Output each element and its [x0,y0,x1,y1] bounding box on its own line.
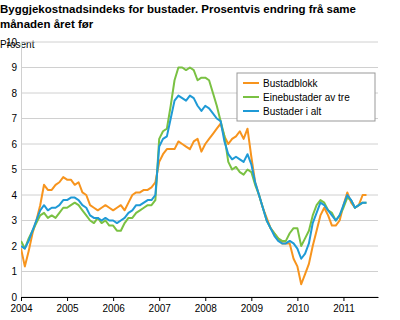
legend-box [237,73,375,121]
y-tick: 2 [11,241,21,252]
legend-swatch [243,110,259,112]
title-line: månaden året før [0,18,94,30]
y-axis-line [21,43,22,298]
y-tick-label: 0 [11,292,17,303]
chart-container: Byggjekostnadsindeks for bustader. Prose… [0,0,400,320]
legend-swatch [243,96,259,98]
grid-line [21,169,378,170]
y-tick: 9 [11,62,21,73]
y-axis: 0 1 2 3 4 5 6 7 8 9 10 [6,37,22,303]
series-line [21,68,366,249]
x-tick-mark [21,297,22,301]
y-tick: 4 [11,190,21,201]
x-tick-label: 2007 [149,303,172,314]
x-tick-mark [159,297,160,301]
x-tick-label: 2008 [195,303,218,314]
legend-label: Einebustader av tre [263,92,350,103]
x-tick: 2004 [10,297,33,314]
y-tick: 6 [11,139,21,150]
y-tick-label: 8 [11,88,17,99]
x-tick: 2006 [103,297,126,314]
y-tick: 0 [11,292,21,303]
y-tick-label: 2 [11,241,17,252]
x-axis-line [22,297,379,298]
grid-line [21,246,378,247]
y-tick: 1 [11,266,21,277]
x-tick: 2010 [287,297,310,314]
grid-line [21,297,378,298]
lines [21,68,366,285]
legend: Bustadblokk Einebustader av tre Bustader i… [237,73,375,121]
x-tick-label: 2006 [103,303,126,314]
y-tick: 10 [6,37,21,48]
x-tick: 2009 [241,297,264,314]
title-line: Byggjekostnadsindeks for bustader. Prose… [0,3,356,15]
x-tick: 2007 [149,297,172,314]
x-axis: 2004 2005 2006 2007 2008 2009 2010 2011 [10,297,378,314]
y-tick-label: 1 [11,266,17,277]
grid-line [21,67,378,68]
chart: Byggjekostnadsindeks for bustader. Prose… [0,0,400,320]
x-tick-mark [297,297,298,301]
x-tick-label: 2004 [10,303,33,314]
grid-line [21,42,378,43]
grid-line [21,271,378,272]
x-tick-label: 2011 [333,303,355,314]
y-tick-label: 4 [11,190,17,201]
x-tick: 2011 [333,297,355,314]
y-tick: 7 [11,113,21,124]
y-tick-label: 3 [11,215,17,226]
x-tick-mark [205,297,206,301]
y-tick: 8 [11,88,21,99]
title: Byggjekostnadsindeks for bustader. Prose… [0,3,356,30]
grid-line [21,195,378,196]
y-tick-label: 5 [11,164,17,175]
y-tick-label: 9 [11,62,17,73]
y-tick-label: 10 [6,37,18,48]
y-tick: 5 [11,164,21,175]
y-tick-label: 7 [11,113,17,124]
x-tick-mark [343,297,344,301]
legend-label: Bustader i alt [263,106,322,117]
x-tick-label: 2005 [56,303,79,314]
x-tick-label: 2009 [241,303,264,314]
x-tick: 2005 [56,297,79,314]
y-tick-label: 6 [11,139,17,150]
x-tick-mark [251,297,252,301]
x-tick-label: 2010 [287,303,310,314]
grid-line [21,220,378,221]
x-tick: 2008 [195,297,218,314]
y-tick: 3 [11,215,21,226]
x-tick-mark [113,297,114,301]
grid [21,42,378,297]
x-tick-mark [67,297,68,301]
legend-label: Bustadblokk [263,78,318,89]
legend-swatch [243,82,259,84]
